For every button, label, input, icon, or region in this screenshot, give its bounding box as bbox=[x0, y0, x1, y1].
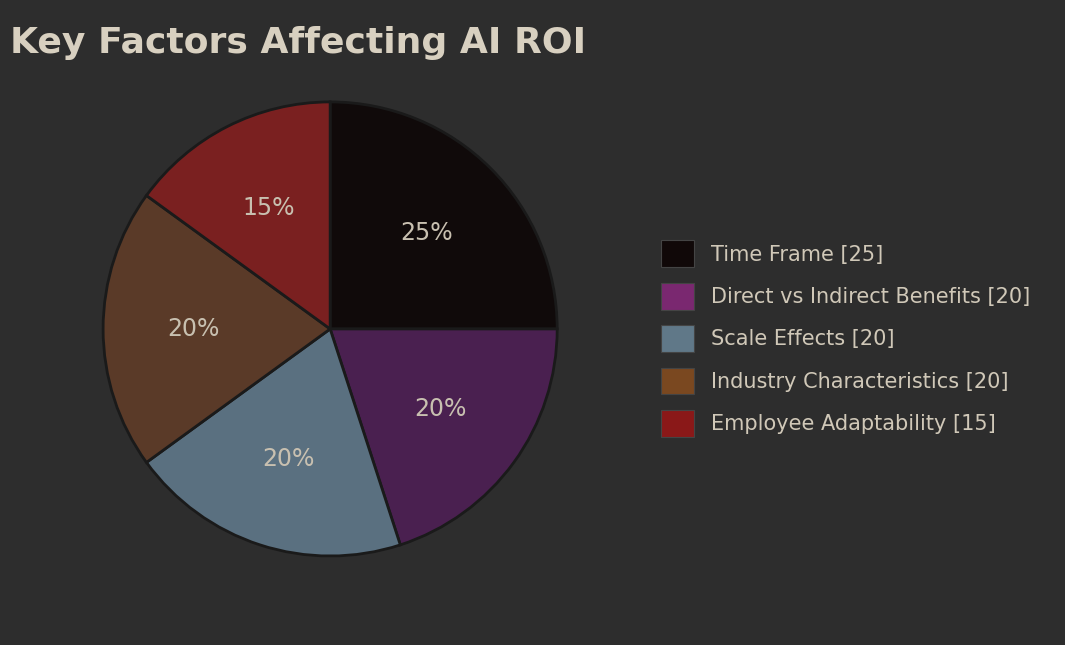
Wedge shape bbox=[103, 195, 330, 462]
Text: 15%: 15% bbox=[242, 195, 295, 219]
Legend: Time Frame [25], Direct vs Indirect Benefits [20], Scale Effects [20], Industry : Time Frame [25], Direct vs Indirect Bene… bbox=[651, 230, 1041, 447]
Wedge shape bbox=[330, 329, 557, 545]
Wedge shape bbox=[147, 102, 330, 329]
Text: 20%: 20% bbox=[168, 317, 220, 341]
Text: 20%: 20% bbox=[414, 397, 466, 421]
Wedge shape bbox=[330, 102, 557, 329]
Text: Key Factors Affecting AI ROI: Key Factors Affecting AI ROI bbox=[11, 26, 586, 60]
Wedge shape bbox=[147, 329, 400, 556]
Text: 20%: 20% bbox=[262, 446, 314, 470]
Text: 25%: 25% bbox=[400, 221, 453, 244]
